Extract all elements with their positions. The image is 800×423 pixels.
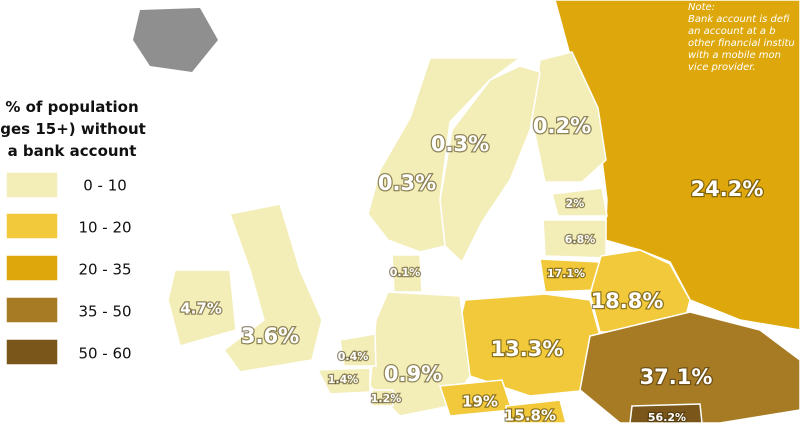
note-line: other financial institu: [688, 38, 795, 49]
legend-title: a bank account: [8, 142, 137, 160]
belgium: [316, 367, 371, 395]
legend-title: % of population: [5, 98, 138, 116]
region-label: 0.3%: [378, 171, 436, 195]
region-label: 37.1%: [640, 365, 713, 389]
ukraine: [579, 311, 800, 423]
legend-swatch: [5, 171, 59, 199]
legend: % of population ages 15+) without a bank…: [0, 98, 146, 366]
region-label: 19%: [462, 393, 498, 411]
region-label: 18.8%: [591, 289, 664, 313]
legend-swatch: [5, 296, 59, 324]
note-line: Note:: [688, 2, 715, 13]
region-label: 1.4%: [328, 373, 359, 386]
note-line: Bank account is defi: [688, 14, 790, 25]
region-label: 24.2%: [691, 177, 764, 201]
united-kingdom: [222, 203, 323, 373]
note: Note: Bank account is defi an account at…: [688, 2, 795, 73]
iceland: [133, 8, 218, 72]
norway: [367, 57, 523, 253]
sweden: [439, 65, 541, 264]
note-line: with a mobile mon: [688, 50, 781, 61]
region-label: 0.9%: [384, 362, 442, 386]
ireland: [167, 269, 237, 347]
region-label: 0.4%: [338, 350, 369, 363]
netherlands: [339, 333, 377, 367]
region-label: 6.8%: [565, 233, 596, 246]
finland: [531, 51, 607, 183]
region-label: 4.7%: [180, 300, 222, 318]
denmark: [391, 254, 423, 293]
legend-label: 0 - 10: [83, 177, 127, 195]
legend-title: ages 15+) without: [0, 120, 146, 138]
slovakia: [505, 399, 567, 423]
region-label: 1.2%: [371, 392, 402, 405]
region-labels: 24.2% 0.3% 0.2% 0.3% 2% 6.8% 17.1% 0.1% …: [179, 113, 765, 423]
region-label: 0.3%: [431, 132, 489, 156]
region-label: 56.2%: [648, 411, 686, 423]
region-label: 3.6%: [241, 324, 299, 348]
region-label: 2%: [566, 197, 585, 210]
estonia: [551, 187, 608, 217]
legend-label: 35 - 50: [78, 303, 131, 321]
region-label: 13.3%: [491, 337, 564, 361]
region-label: 17.1%: [547, 267, 585, 280]
note-line: an account at a b: [688, 26, 776, 37]
region-label: 0.2%: [533, 114, 591, 138]
legend-swatch: [5, 254, 59, 282]
region-label: 0.1%: [390, 266, 421, 279]
region-label: 15.8%: [504, 407, 556, 423]
legend-label: 20 - 35: [78, 261, 131, 279]
note-line: vice provider.: [688, 62, 756, 73]
countries: [133, 0, 800, 423]
moldova: [629, 403, 703, 423]
legend-swatch: [5, 212, 59, 240]
luxembourg: [371, 389, 394, 407]
legend-label: 10 - 20: [78, 219, 131, 237]
legend-swatch: [5, 338, 59, 366]
legend-label: 50 - 60: [78, 345, 131, 363]
